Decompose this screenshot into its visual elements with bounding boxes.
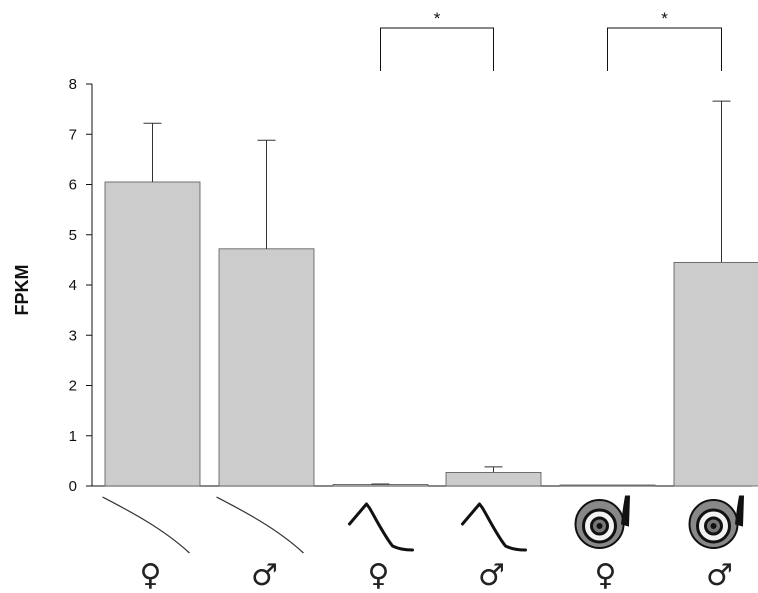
bar [104,181,201,487]
bar [218,248,315,487]
peak-curve-icon [461,502,527,552]
peak-curve-icon [348,502,414,552]
significance-star: * [661,9,668,28]
significance-bracket [607,27,722,71]
straight-line-icon [102,496,190,554]
straight-line-icon [216,496,304,554]
y-tick-label: 1 [69,428,77,445]
y-tick-label: 2 [69,378,77,395]
category-icons [102,495,745,554]
bar [445,472,542,487]
bar [332,484,429,487]
spiral-shell-icon [574,495,631,549]
sex-symbol-label: ♂ [478,558,505,593]
y-tick-label: 8 [69,76,77,93]
bar [559,484,656,487]
y-tick-label: 4 [69,277,77,294]
bar [673,261,758,487]
y-tick-label: 6 [69,177,77,194]
y-tick-label: 5 [69,227,77,244]
sex-symbol-labels: ♀ ♂ ♀ ♂ ♀ ♂ [140,558,733,593]
y-tick-label: 0 [69,478,77,495]
sex-symbol-label: ♀ [140,558,162,593]
y-tick-label: 7 [69,126,77,143]
sex-symbol-label: ♂ [251,558,278,593]
significance-brackets: * * [380,9,722,71]
sex-symbol-label: ♂ [706,558,733,593]
bars-group [104,100,758,487]
significance-bracket [380,27,494,71]
sex-symbol-label: ♀ [368,558,390,593]
y-tick-label: 3 [69,327,77,344]
spiral-shell-icon [688,495,745,549]
y-axis-label: FPKM [12,265,32,316]
significance-star: * [434,9,441,28]
y-axis: 0 1 2 3 4 5 6 7 8 [69,76,93,495]
sex-symbol-label: ♀ [595,558,617,593]
